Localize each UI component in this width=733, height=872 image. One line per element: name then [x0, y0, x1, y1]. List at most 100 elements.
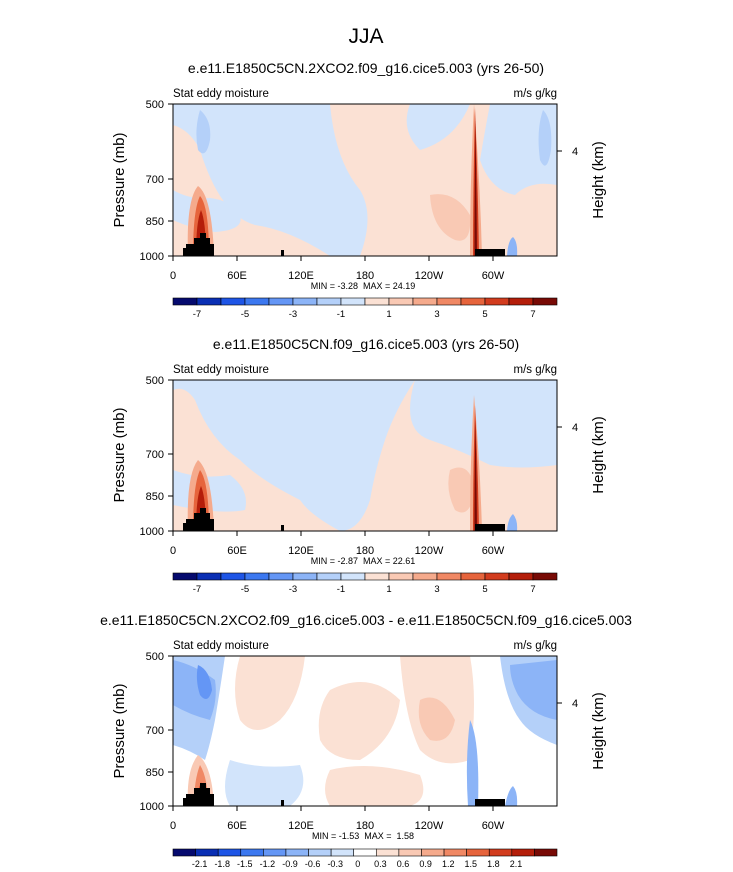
min-max-stats: MIN = -1.53 MAX = 1.58 [312, 831, 414, 841]
x-tick-label: 0 [170, 545, 176, 557]
colorbar-swatch [244, 572, 270, 581]
negative-region [410, 380, 557, 468]
colorbar-swatch [240, 848, 264, 857]
colorbar-label: -1.2 [260, 859, 276, 869]
variable-label: Stat eddy moisture [173, 88, 269, 100]
colorbar-swatch [388, 297, 414, 306]
colorbar-swatch [196, 572, 222, 581]
x-tick-label: 0 [170, 270, 176, 282]
y-tick-label: 850 [146, 216, 164, 228]
y-tick-label: 850 [146, 491, 164, 503]
colorbar-label: 0.6 [397, 859, 410, 869]
colorbar-swatch [466, 848, 490, 857]
y-tick-label: 500 [146, 375, 164, 387]
panel-title: e.e11.E1850C5CN.f09_g16.cice5.003 (yrs 2… [213, 336, 519, 352]
colorbar-swatch [330, 848, 355, 857]
y-tick-label: 700 [146, 725, 164, 737]
colorbar-swatch [244, 297, 270, 306]
y-tick-label: 700 [146, 174, 164, 186]
panel-title: e.e11.E1850C5CN.2XCO2.f09_g16.cice5.003 … [100, 612, 632, 628]
negative-region [173, 380, 415, 531]
x-tick-label: 0 [170, 820, 176, 832]
colorbar-swatch [488, 848, 513, 857]
y-tick-label: 1000 [140, 526, 164, 538]
x-tick-label: 120E [288, 820, 314, 832]
panel-2: e.e11.E1850C5CN.f09_g16.cice5.003 (yrs 2… [111, 336, 607, 595]
x-tick-label: 120W [415, 545, 444, 557]
colorbar-label: 3 [434, 584, 439, 595]
variable-label: Stat eddy moisture [173, 640, 269, 652]
colorbar-swatch [172, 297, 198, 306]
contour-field [173, 656, 557, 806]
topography-mask [183, 508, 214, 531]
colorbar-label: 7 [530, 584, 535, 595]
x-tick-label: 180 [356, 270, 374, 282]
colorbar-swatch [268, 297, 294, 306]
colorbar-label: 1 [386, 584, 391, 595]
topography-mask [183, 783, 214, 806]
colorbar-swatch [340, 297, 366, 306]
colorbar-label: -0.6 [305, 859, 321, 869]
right-axis-label: Height (km) [590, 416, 607, 494]
colorbar-swatch [268, 572, 294, 581]
positive-region [235, 656, 305, 730]
negative-region [225, 760, 304, 806]
colorbar-swatch [460, 297, 486, 306]
panel-1: e.e11.E1850C5CN.2XCO2.f09_g16.cice5.003 … [111, 60, 607, 320]
colorbar-swatch [172, 848, 196, 857]
colorbar-swatch [534, 848, 558, 857]
y-axis-label: Pressure (mb) [111, 407, 128, 502]
colorbar-label: 0.9 [419, 859, 432, 869]
colorbar-swatch [460, 572, 486, 581]
units-label: m/s g/kg [514, 640, 557, 652]
negative-core [538, 110, 552, 166]
y-axis-ticks: 500 700 850 1000 [140, 99, 173, 263]
colorbar-label: 7 [530, 309, 535, 320]
colorbar-swatch [484, 297, 510, 306]
colorbar-swatch [308, 848, 332, 857]
colorbar-label: -0.9 [282, 859, 298, 869]
colorbar-label: -7 [193, 309, 201, 320]
colorbar-swatch [443, 848, 467, 857]
colorbar-label: -5 [241, 584, 249, 595]
colorbar-swatch [196, 297, 222, 306]
colorbar-label: -1.5 [237, 859, 253, 869]
x-tick-label: 120E [288, 270, 314, 282]
y-axis-ticks: 500 700 850 1000 [140, 651, 173, 813]
negative-core [196, 110, 211, 154]
variable-label: Stat eddy moisture [173, 364, 269, 376]
colorbar-label: -1.8 [214, 859, 230, 869]
y-tick-label: 500 [146, 651, 164, 663]
colorbar-swatch [340, 572, 366, 581]
colorbar-label: 2.1 [510, 859, 523, 869]
y-axis-ticks: 500 700 850 1000 [140, 375, 173, 538]
colorbar-label: -3 [289, 584, 297, 595]
colorbar-label: -2.1 [192, 859, 208, 869]
colorbar-label: -5 [241, 309, 249, 320]
colorbar-swatch [364, 572, 390, 581]
colorbar-label: 5 [482, 309, 487, 320]
colorbar-swatch [511, 848, 535, 857]
x-tick-label: 60W [482, 820, 505, 832]
colorbar-label: 1.8 [487, 859, 500, 869]
colorbar-swatch [532, 572, 558, 581]
topography-mask [281, 525, 284, 531]
min-max-stats: MIN = -3.28 MAX = 24.19 [311, 281, 416, 291]
positive-region [418, 697, 455, 741]
colorbar-label: -7 [193, 584, 201, 595]
colorbar-swatch [398, 848, 422, 857]
colorbar-swatch [484, 572, 510, 581]
right-tick-label: 4 [572, 698, 578, 710]
topography-mask [475, 249, 505, 256]
colorbar-label: 1 [386, 309, 391, 320]
colorbar-label: 0.3 [374, 859, 387, 869]
colorbar-label: -3 [289, 309, 297, 320]
colorbar-swatch [220, 572, 246, 581]
negative-region [510, 660, 557, 720]
contour-field [173, 104, 557, 256]
colorbar-swatch [412, 572, 438, 581]
x-axis-ticks: 0 60E 120E 180 120W 60W [170, 256, 505, 282]
colorbar-labels: -2.1 -1.8 -1.5 -1.2 -0.9 -0.6 -0.3 0 0.3… [192, 859, 522, 869]
colorbar-label: 1.2 [442, 859, 455, 869]
